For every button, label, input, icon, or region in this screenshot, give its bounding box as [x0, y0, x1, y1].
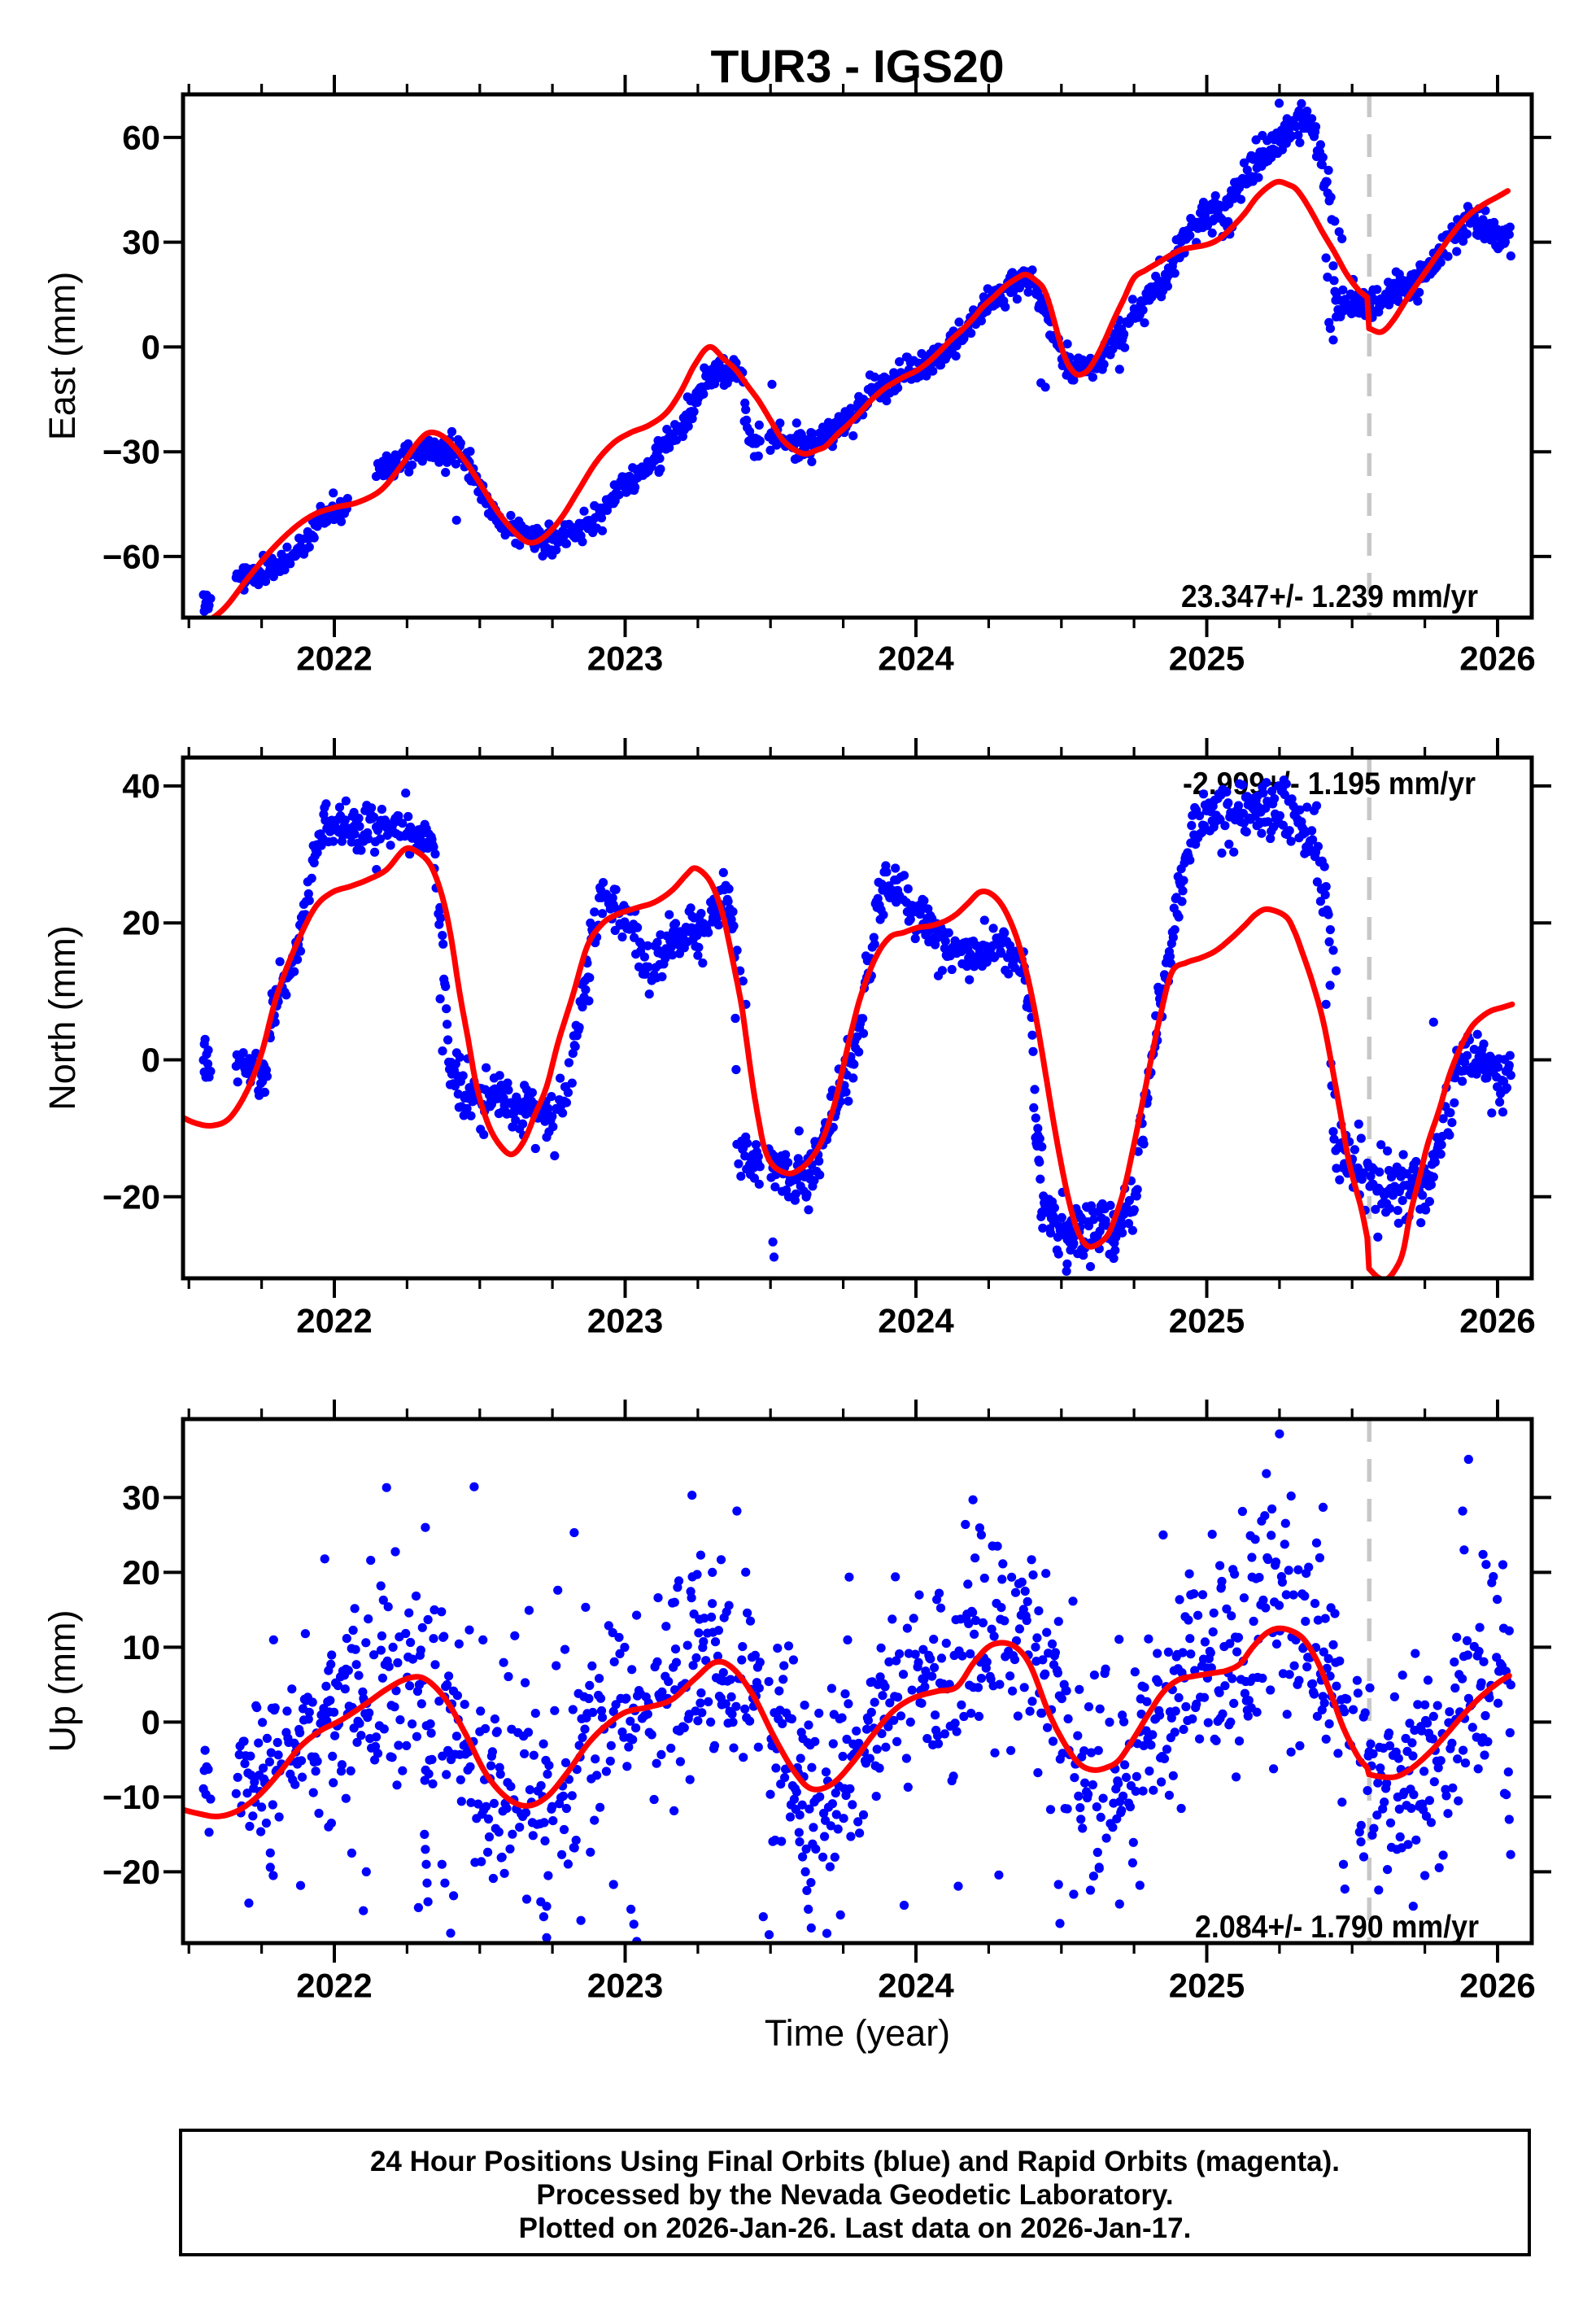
svg-text:2024: 2024 [878, 1302, 954, 1340]
svg-text:2022: 2022 [296, 1967, 372, 2005]
svg-text:−10: −10 [102, 1778, 160, 1816]
svg-text:2024: 2024 [878, 640, 954, 678]
svg-text:20: 20 [122, 904, 160, 942]
svg-text:10: 10 [122, 1628, 160, 1666]
svg-text:Up (mm): Up (mm) [41, 1610, 83, 1753]
svg-text:TUR3 - IGS20: TUR3 - IGS20 [710, 41, 1004, 93]
svg-text:2025: 2025 [1169, 640, 1245, 678]
svg-text:2.084+/- 1.790 mm/yr: 2.084+/- 1.790 mm/yr [1195, 1910, 1479, 1945]
svg-text:0: 0 [142, 1703, 160, 1741]
svg-text:2023: 2023 [587, 1967, 663, 2005]
svg-text:2023: 2023 [587, 640, 663, 678]
svg-text:0: 0 [142, 328, 160, 366]
svg-text:2022: 2022 [296, 640, 372, 678]
svg-text:23.347+/- 1.239 mm/yr: 23.347+/- 1.239 mm/yr [1181, 579, 1478, 614]
svg-text:2026: 2026 [1459, 1302, 1535, 1340]
svg-text:Time (year): Time (year) [765, 2012, 950, 2054]
svg-text:North (mm): North (mm) [41, 925, 83, 1110]
svg-text:−20: −20 [102, 1853, 160, 1891]
svg-text:0: 0 [142, 1041, 160, 1079]
svg-text:30: 30 [122, 223, 160, 261]
svg-text:−30: −30 [102, 433, 160, 471]
svg-text:Plotted on 2026-Jan-26. Last d: Plotted on 2026-Jan-26. Last data on 202… [519, 2212, 1192, 2244]
svg-text:60: 60 [122, 118, 160, 156]
svg-text:2026: 2026 [1459, 640, 1535, 678]
svg-text:24 Hour Positions Using Final: 24 Hour Positions Using Final Orbits (bl… [370, 2146, 1340, 2177]
svg-text:2024: 2024 [878, 1967, 954, 2005]
svg-text:40: 40 [122, 766, 160, 805]
svg-text:2025: 2025 [1169, 1302, 1245, 1340]
svg-text:Processed by the Nevada Geodet: Processed by the Nevada Geodetic Laborat… [536, 2179, 1173, 2211]
svg-text:2025: 2025 [1169, 1967, 1245, 2005]
svg-text:East (mm): East (mm) [41, 272, 83, 441]
svg-text:-2.999+/- 1.195 mm/yr: -2.999+/- 1.195 mm/yr [1183, 766, 1476, 801]
svg-text:−20: −20 [102, 1177, 160, 1216]
svg-text:2023: 2023 [587, 1302, 663, 1340]
svg-text:2026: 2026 [1459, 1967, 1535, 2005]
svg-text:30: 30 [122, 1478, 160, 1517]
svg-text:2022: 2022 [296, 1302, 372, 1340]
svg-text:20: 20 [122, 1553, 160, 1592]
svg-text:−60: −60 [102, 537, 160, 575]
